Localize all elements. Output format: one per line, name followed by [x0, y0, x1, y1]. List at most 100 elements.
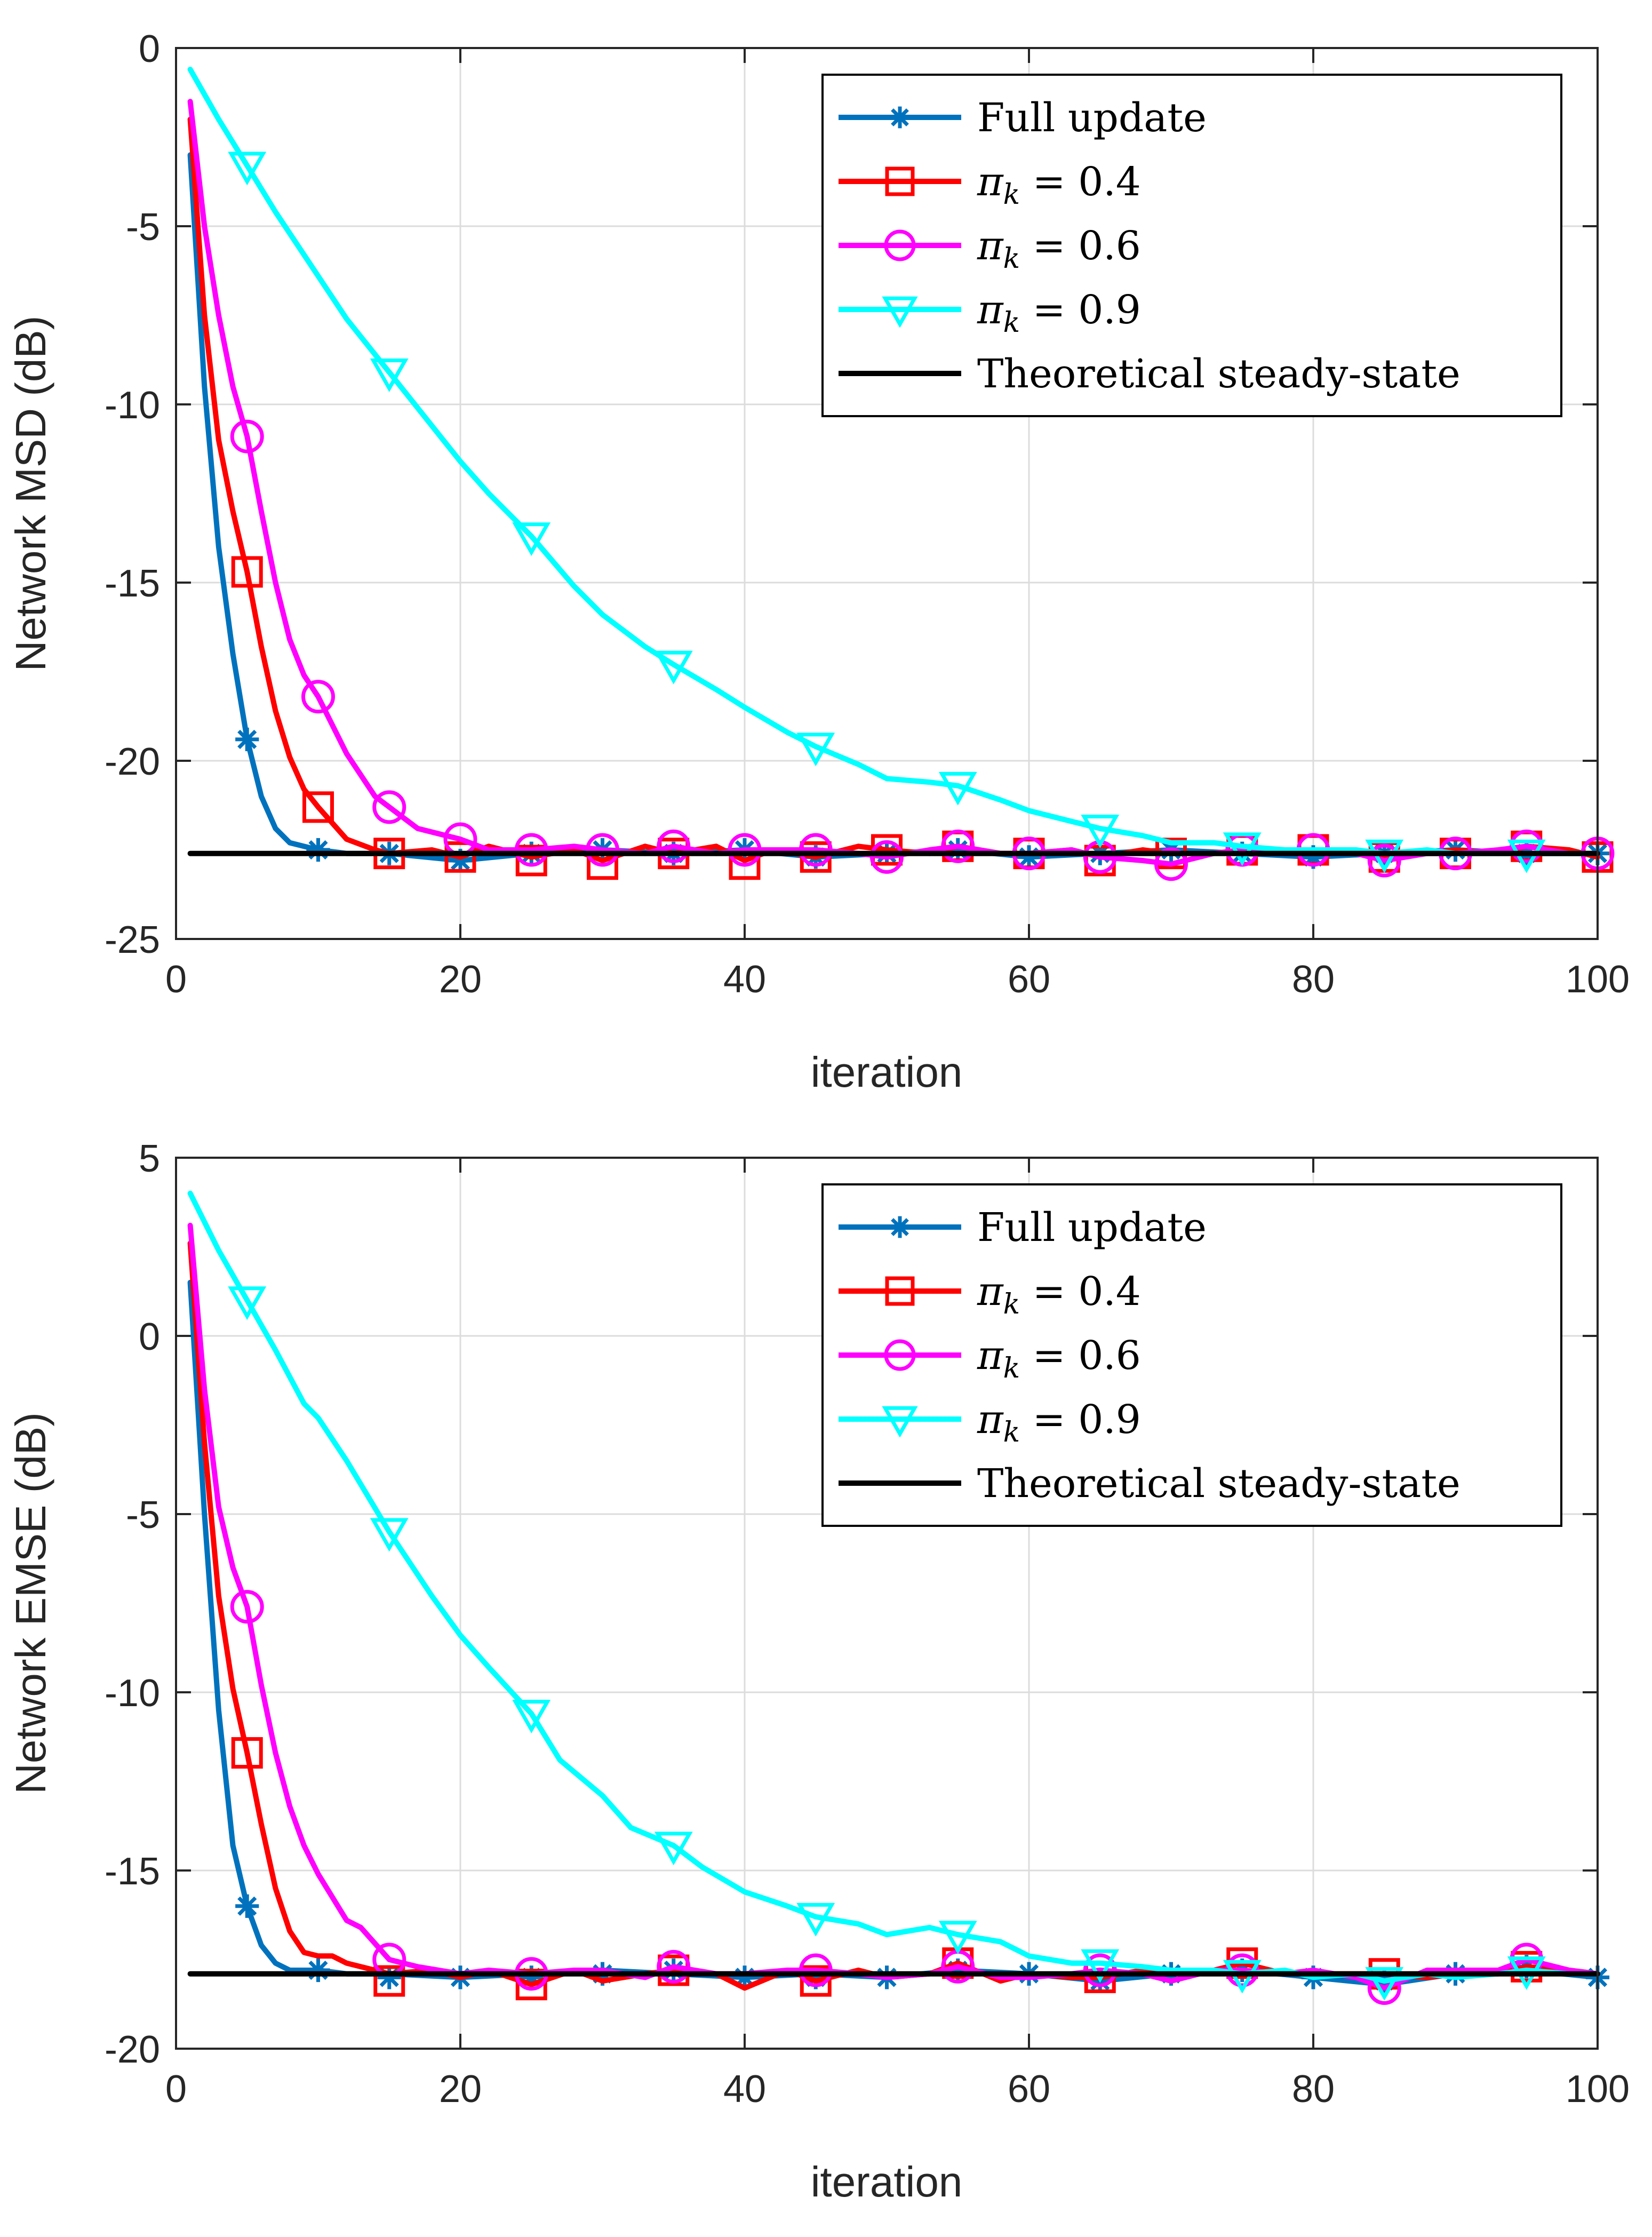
emse-series-0-marker — [306, 1958, 330, 1983]
emse-series-3-marker — [796, 1902, 835, 1937]
emse-series-1-marker — [231, 1737, 263, 1769]
msd-series-group — [187, 67, 1615, 881]
msd-series-3-marker — [938, 771, 977, 806]
msd-legend-item[interactable]: πk = 0.9 — [839, 287, 1141, 339]
emse-legend-swatch-marker — [889, 1216, 911, 1238]
msd-legend-item[interactable]: Theoretical steady-state — [839, 351, 1461, 397]
emse-series-3-marker — [1081, 1949, 1120, 1983]
msd-series-3-marker — [228, 152, 267, 186]
msd-series-3-marker — [370, 358, 409, 392]
msd-series-1-marker — [515, 845, 547, 877]
emse-y-tick-label: 0 — [139, 1316, 160, 1358]
msd-series-0-marker — [1301, 845, 1326, 869]
msd-series-3-marker — [1081, 814, 1120, 848]
emse-series-1-marker — [515, 1969, 547, 2001]
msd-series-2-marker — [941, 829, 975, 863]
emse-series-group — [187, 1190, 1610, 2005]
emse-chart: 0 20 40 60 80 100 5 0 -5 -10 -15 -20 iteration Netw… — [7, 1137, 1630, 2206]
emse-series-3-marker — [228, 1286, 267, 1320]
msd-series-2-marker — [301, 680, 335, 714]
emse-ticks: 0 20 40 60 80 100 5 0 -5 -10 -15 -20 — [105, 1137, 1630, 2111]
emse-series-3-marker — [654, 1832, 693, 1866]
msd-y-tick-label: -10 — [105, 384, 160, 427]
emse-x-tick-label: 20 — [439, 2068, 482, 2111]
emse-x-tick-label: 0 — [165, 2068, 187, 2111]
emse-x-tick-label: 40 — [723, 2068, 766, 2111]
emse-y-tick-label: -5 — [126, 1494, 160, 1537]
msd-y-tick-label: -25 — [105, 919, 160, 961]
emse-series-0-marker — [732, 1965, 757, 1989]
emse-legend-swatch-marker — [885, 1276, 915, 1306]
emse-legend-item[interactable]: πk = 0.4 — [839, 1269, 1141, 1320]
msd-series-2-marker — [1367, 843, 1401, 878]
msd-legend-swatch-marker — [884, 229, 916, 261]
msd-legend-item[interactable]: πk = 0.4 — [839, 159, 1141, 211]
msd-x-tick-label: 20 — [439, 958, 482, 1001]
emse-y-tick-label: -10 — [105, 1672, 160, 1715]
emse-series-0-marker — [946, 1958, 970, 1983]
emse-series-0-marker — [520, 1965, 544, 1989]
emse-series-3-marker — [938, 1921, 977, 1955]
emse-legend-label: Full update — [977, 1205, 1207, 1251]
msd-legend-swatch-marker — [882, 296, 918, 328]
msd-series-2-marker — [230, 419, 264, 453]
emse-series-1-marker — [373, 1965, 405, 1997]
msd-legend-label: Full update — [977, 95, 1207, 141]
emse-x-tick-label: 100 — [1566, 2068, 1630, 2111]
emse-y-tick-label: -20 — [105, 2028, 160, 2071]
emse-legend-swatch-marker — [884, 1339, 916, 1371]
msd-y-tick-label: 0 — [139, 28, 160, 70]
emse-y-axis-label: Network EMSE (dB) — [7, 1412, 54, 1794]
msd-x-axis-label: iteration — [811, 1048, 963, 1096]
msd-series-2-marker — [372, 790, 406, 824]
emse-legend-item[interactable]: Full update — [839, 1205, 1207, 1251]
msd-x-tick-label: 80 — [1292, 958, 1335, 1001]
msd-series-2-marker — [514, 833, 548, 867]
emse-legend-item[interactable]: πk = 0.6 — [839, 1333, 1141, 1384]
emse-series-2-marker — [657, 1949, 691, 1984]
msd-chart: 0 20 40 60 80 100 0 -5 -10 -15 -20 -25 iteration Ne… — [7, 28, 1630, 1096]
emse-legend-label: πk = 0.4 — [977, 1269, 1141, 1320]
emse-legend-label: Theoretical steady-state — [977, 1461, 1461, 1507]
emse-series-1-marker — [800, 1965, 832, 1997]
msd-series-1-marker — [444, 841, 476, 873]
emse-y-tick-label: 5 — [139, 1137, 160, 1180]
emse-series-2-marker — [1083, 1953, 1117, 1987]
emse-legend-label: πk = 0.9 — [977, 1397, 1141, 1448]
msd-legend-item[interactable]: Full update — [839, 95, 1207, 141]
msd-series-0-marker — [235, 727, 259, 752]
emse-x-tick-label: 80 — [1292, 2068, 1335, 2111]
emse-legend-item[interactable]: πk = 0.9 — [839, 1397, 1141, 1448]
msd-series-1-marker — [302, 791, 334, 823]
msd-y-tick-label: -15 — [105, 562, 160, 605]
msd-legend-label: πk = 0.9 — [977, 287, 1141, 339]
emse-series-0-marker — [804, 1965, 828, 1989]
msd-axes-box — [175, 47, 1599, 940]
msd-legend-label: πk = 0.4 — [977, 159, 1141, 211]
msd-series-0-marker — [946, 838, 970, 862]
emse-y-tick-label: -15 — [105, 1850, 160, 1893]
emse-series-3-marker — [370, 1518, 409, 1552]
msd-series-0-marker — [448, 848, 473, 873]
emse-legend-item[interactable]: Theoretical steady-state — [839, 1461, 1461, 1507]
msd-legend-item[interactable]: πk = 0.6 — [839, 223, 1141, 275]
msd-y-tick-label: -5 — [126, 206, 160, 249]
emse-legend[interactable]: Full update πk = 0.4 πk = 0.6 πk = 0.9 Theor… — [821, 1183, 1562, 1527]
msd-series-2-marker — [1154, 847, 1188, 881]
msd-legend-label: Theoretical steady-state — [977, 351, 1461, 397]
msd-y-axis-label: Network MSD (dB) — [7, 316, 54, 672]
msd-series-3-marker — [654, 650, 693, 684]
msd-x-tick-label: 60 — [1008, 958, 1050, 1001]
emse-x-tick-label: 60 — [1008, 2068, 1050, 2111]
msd-legend-label: πk = 0.6 — [977, 223, 1141, 275]
emse-series-0-marker — [377, 1965, 401, 1989]
msd-series-2-marker — [657, 829, 691, 863]
msd-legend[interactable]: Full update πk = 0.4 πk = 0.6 πk = 0.9 Theor… — [821, 74, 1562, 417]
msd-series-2-marker — [799, 833, 833, 867]
msd-series-0-marker — [306, 838, 330, 862]
emse-series-3-marker — [512, 1700, 551, 1734]
msd-series-3-marker — [512, 522, 551, 556]
msd-legend-swatch-marker — [885, 166, 915, 196]
emse-series-3-marker — [1365, 1967, 1404, 2001]
